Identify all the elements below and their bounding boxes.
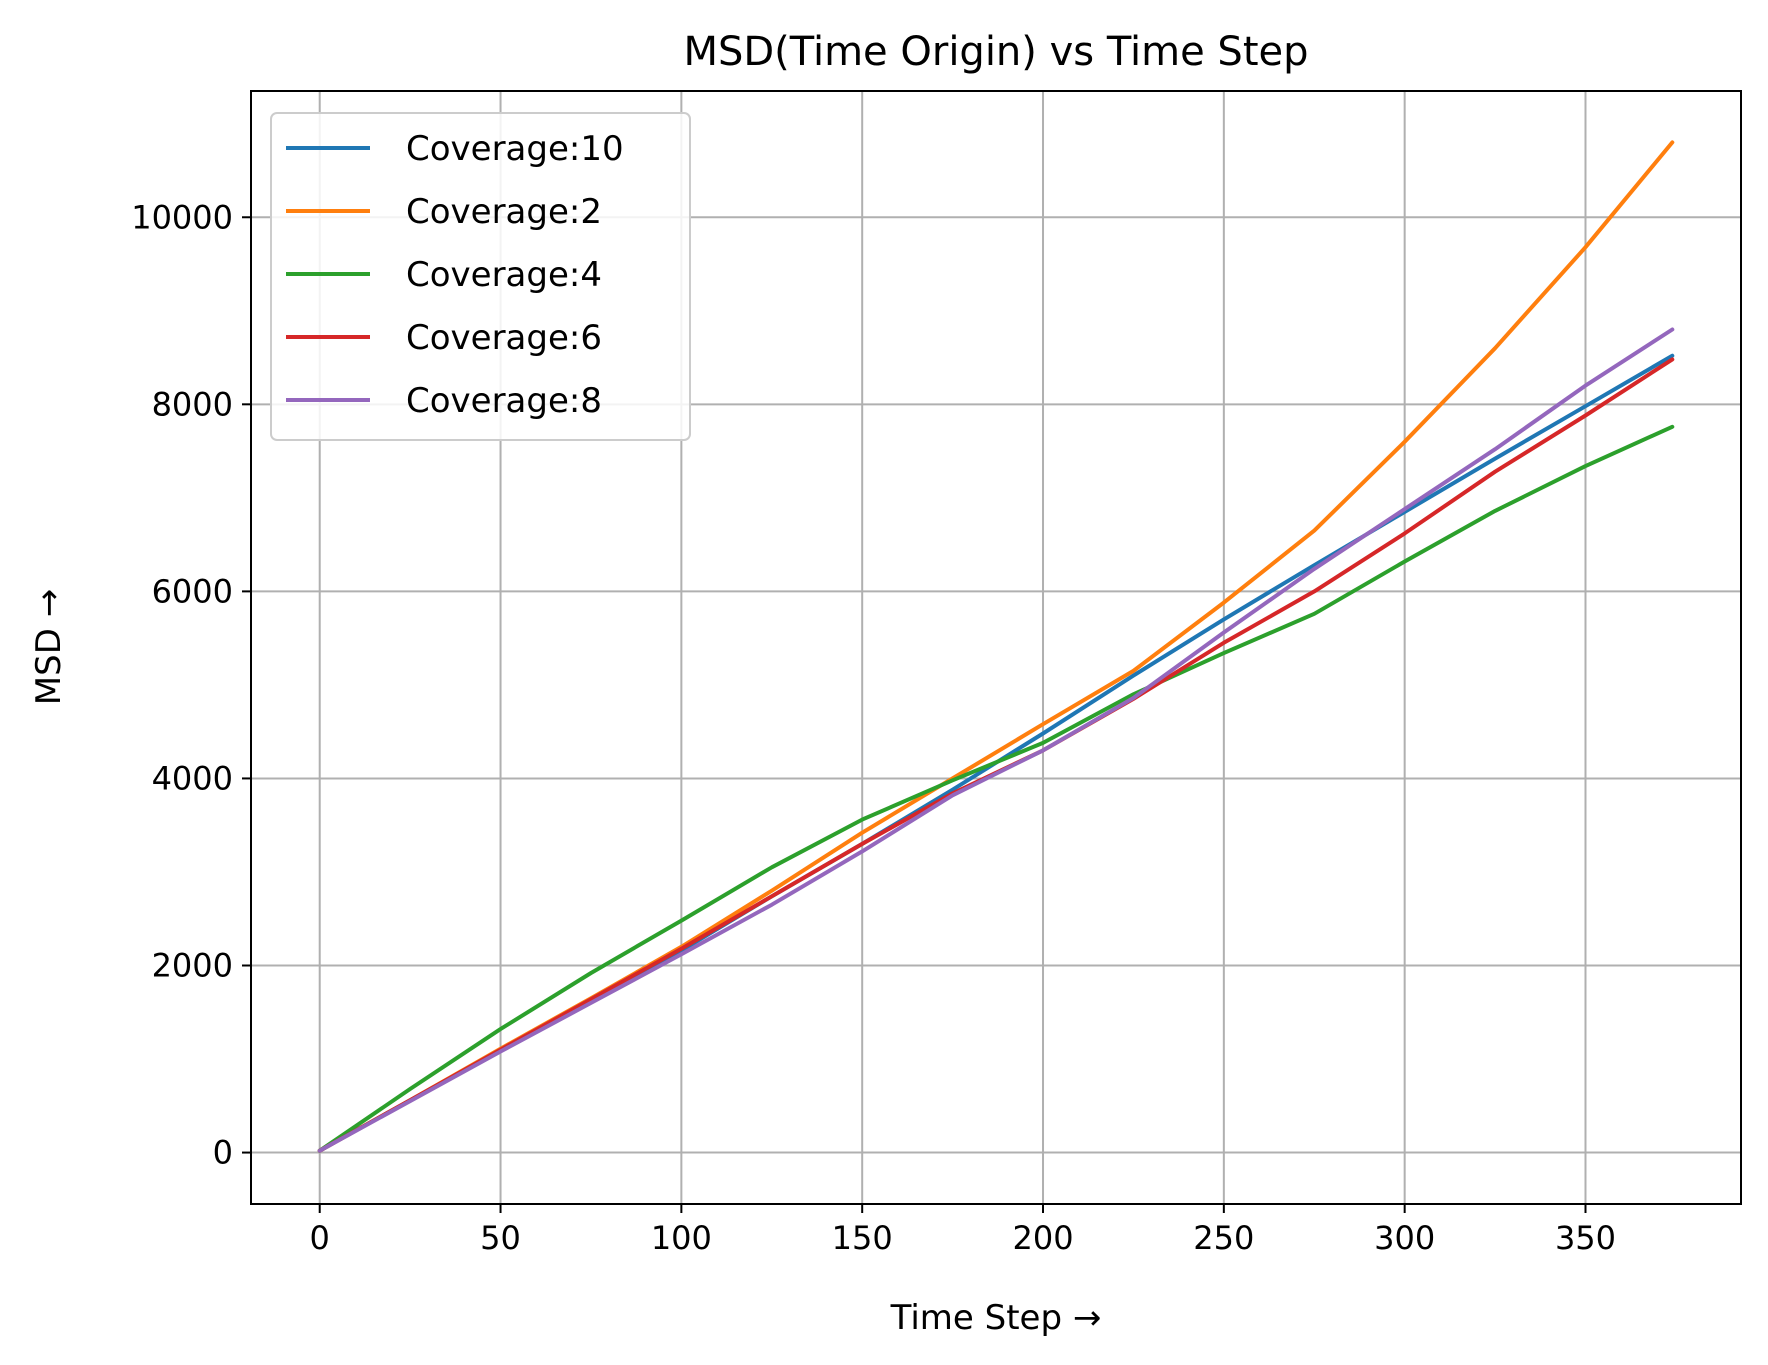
x-tick-label: 0 <box>310 1219 330 1257</box>
x-tick-label: 200 <box>1012 1219 1073 1257</box>
series-line-coverage-8 <box>317 327 1675 1153</box>
y-tick-label: 10000 <box>131 198 233 236</box>
legend-box <box>270 112 691 441</box>
axis-ticks: 0 50 100 150 200 250 300 350 0 2000 4000 6000 8000 10… <box>131 198 1616 1257</box>
y-tick-label: 0 <box>213 1134 233 1172</box>
series-line-coverage-4 <box>317 424 1675 1153</box>
legend-label: Coverage:6 <box>406 318 602 358</box>
grid-lines <box>251 91 1741 1204</box>
plot-area-frame <box>250 90 1742 1205</box>
legend-label: Coverage:4 <box>406 255 602 295</box>
y-tick-label: 2000 <box>152 947 233 985</box>
x-axis-title: Time Step → <box>890 1298 1102 1338</box>
y-tick-label: 6000 <box>152 572 233 610</box>
y-tick-label: 8000 <box>152 385 233 423</box>
legend-label: Coverage:8 <box>406 381 602 421</box>
x-tick-label: 350 <box>1555 1219 1616 1257</box>
legend-label: Coverage:2 <box>406 192 602 232</box>
legend: Coverage:10 Coverage:2 Coverage:4 Coverage:… <box>270 112 691 441</box>
x-tick-label: 150 <box>832 1219 893 1257</box>
x-tick-label: 50 <box>480 1219 521 1257</box>
y-axis-title: MSD → <box>29 589 69 705</box>
x-tick-label: 250 <box>1193 1219 1254 1257</box>
series-lines <box>317 140 1675 1153</box>
x-tick-label: 100 <box>651 1219 712 1257</box>
legend-label: Coverage:10 <box>406 129 624 169</box>
x-tick-label: 300 <box>1374 1219 1435 1257</box>
y-tick-label: 4000 <box>152 759 233 797</box>
chart-title: MSD(Time Origin) vs Time Step <box>683 29 1308 75</box>
